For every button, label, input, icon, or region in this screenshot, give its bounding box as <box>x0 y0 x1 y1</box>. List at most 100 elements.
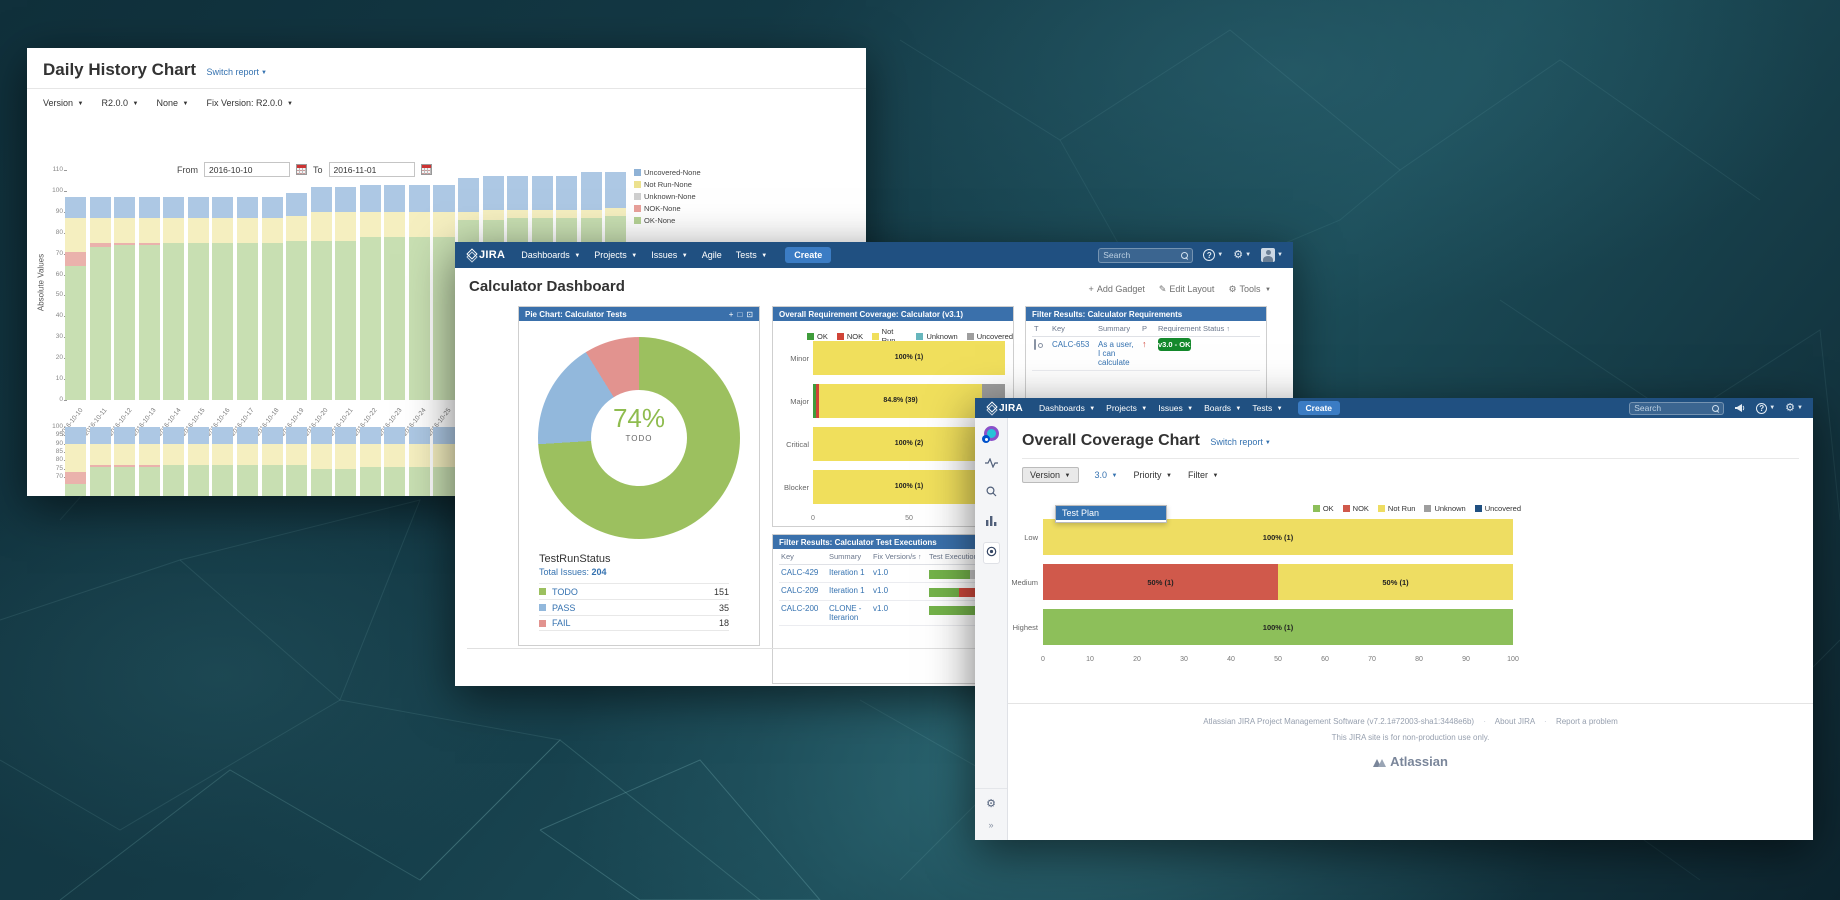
bar-segment <box>815 384 820 418</box>
nav-projects[interactable]: Projects ▼ <box>1106 403 1148 413</box>
issue-summary-link[interactable]: Iteration 1 <box>829 586 865 595</box>
bar-segment <box>89 247 111 400</box>
issue-key-link[interactable]: CALC-200 <box>781 604 819 613</box>
bar-chart-icon[interactable] <box>985 513 997 531</box>
search-input[interactable] <box>1103 250 1182 260</box>
none-filter-dropdown[interactable]: None ▼ <box>156 98 189 108</box>
issue-key-link[interactable]: CALC-429 <box>781 568 819 577</box>
bar-segment <box>65 251 87 267</box>
collapse-sidebar-icon[interactable]: » <box>988 820 994 830</box>
bar-segment <box>138 427 160 444</box>
add-gadget-button[interactable]: + Add Gadget <box>1088 284 1145 294</box>
y-axis-tick-label: 80 <box>43 229 67 236</box>
user-menu[interactable]: ▼ <box>1261 248 1283 262</box>
search-box[interactable] <box>1629 401 1725 415</box>
sorted-column-header[interactable]: Fix Version/s ↑ <box>873 552 922 561</box>
bar-segment <box>335 241 357 400</box>
page-title: Calculator Dashboard <box>469 278 625 295</box>
bar-value-label: 100% (1) <box>894 483 924 490</box>
sidebar-bottom: ⚙ » <box>975 788 1007 840</box>
create-button[interactable]: Create <box>785 247 832 263</box>
calendar-icon[interactable] <box>296 164 307 175</box>
search-box[interactable] <box>1098 247 1194 263</box>
fix-version-link[interactable]: v1.0 <box>873 568 889 577</box>
activity-icon[interactable] <box>984 455 998 473</box>
sorted-column-header[interactable]: Requirement Status ↑ <box>1158 324 1230 333</box>
issue-key-link[interactable]: CALC-209 <box>781 586 819 595</box>
version-value-dropdown[interactable]: 3.0 ▼ <box>1094 470 1118 480</box>
about-jira-link[interactable]: About JIRA <box>1494 717 1535 726</box>
bar-segment <box>163 218 185 244</box>
bar-value-label: 100% (1) <box>1262 623 1294 632</box>
nav-agile[interactable]: Agile <box>701 250 722 260</box>
total-issues: Total Issues: 204 <box>539 567 607 577</box>
release-filter-dropdown[interactable]: R2.0.0 ▼ <box>101 98 139 108</box>
legend-label: Uncovered <box>976 331 1013 341</box>
filter-dropdown[interactable]: Filter ▼ <box>1187 470 1219 480</box>
calendar-icon[interactable] <box>420 164 432 175</box>
version-filter-dropdown[interactable]: Version ▼ <box>43 98 84 108</box>
tools-dropdown[interactable]: ⚙ Tools ▼ <box>1228 284 1271 294</box>
status-label-link[interactable]: FAIL <box>552 618 571 628</box>
chevron-down-icon: ▼ <box>1797 405 1803 411</box>
issue-summary-link[interactable]: As a user, I can calculate <box>1098 340 1134 367</box>
settings-gear-icon[interactable]: ⚙ <box>986 798 996 810</box>
report-problem-link[interactable]: Report a problem <box>1555 717 1618 726</box>
nav-issues[interactable]: Issues ▼ <box>651 250 688 260</box>
maximize-gadget-icon[interactable]: □ <box>737 309 743 319</box>
y-axis-tick-label: 75 <box>43 465 67 472</box>
dashboard-header: Calculator Dashboard + Add Gadget ✎ Edit L… <box>455 268 1293 295</box>
legend-color-swatch <box>1474 505 1482 512</box>
jira-logo[interactable]: JIRA <box>985 403 1023 414</box>
fix-version-filter-dropdown[interactable]: Fix Version: R2.0.0 ▼ <box>206 98 293 108</box>
nav-projects[interactable]: Projects ▼ <box>594 250 638 260</box>
create-button[interactable]: Create <box>1297 401 1341 415</box>
feedback-button[interactable] <box>1734 403 1746 413</box>
minimize-gadget-icon[interactable]: ⊡ <box>746 309 753 319</box>
coverage-report-icon[interactable] <box>982 542 1000 564</box>
fix-version-link[interactable]: v1.0 <box>873 586 889 595</box>
nav-boards[interactable]: Boards ▼ <box>1204 403 1242 413</box>
to-date-input[interactable] <box>328 162 415 177</box>
switch-report-link[interactable]: Switch report ▼ <box>1210 437 1271 447</box>
from-date-input[interactable] <box>204 162 290 177</box>
nav-tests[interactable]: Tests ▼ <box>1252 403 1283 413</box>
switch-report-link[interactable]: Switch report ▼ <box>206 67 267 77</box>
jira-navbar: JIRA Dashboards ▼ Projects ▼ Issues ▼ Bo… <box>975 398 1813 418</box>
bar-segment <box>408 184 430 212</box>
status-label-link[interactable]: TODO <box>552 586 578 597</box>
admin-menu[interactable]: ⚙ ▼ <box>1233 249 1251 261</box>
status-label-link[interactable]: PASS <box>552 602 576 613</box>
total-issues-value[interactable]: 204 <box>591 567 607 577</box>
nav-issues[interactable]: Issues ▼ <box>1158 403 1194 413</box>
nav-dashboards[interactable]: Dashboards ▼ <box>521 250 581 260</box>
fix-version-link[interactable]: v1.0 <box>873 604 889 613</box>
nav-dashboards[interactable]: Dashboards ▼ <box>1038 403 1096 413</box>
legend-item: Uncovered-None <box>634 168 701 177</box>
dropdown-item-test-plan[interactable]: Test Plan <box>1056 506 1166 520</box>
admin-menu[interactable]: ⚙ ▼ <box>1785 402 1803 414</box>
edit-layout-button[interactable]: ✎ Edit Layout <box>1158 284 1215 294</box>
search-icon[interactable] <box>985 484 997 502</box>
issue-summary-link[interactable]: Iteration 1 <box>829 568 865 577</box>
jira-logo[interactable]: JIRA <box>465 249 505 261</box>
pie-center-status: TODO <box>625 434 653 443</box>
bar-segment <box>359 184 381 212</box>
search-input[interactable] <box>1634 403 1713 413</box>
version-dropdown-button[interactable]: Version ▼ <box>1022 467 1079 483</box>
xporter-app-icon[interactable] <box>982 426 1000 444</box>
bar-segment <box>433 184 455 212</box>
issue-summary-link[interactable]: CLONE - Iterarion <box>829 604 862 622</box>
drag-gadget-icon[interactable]: + <box>728 309 734 319</box>
pie-legend-row: FAIL 18 <box>539 615 729 631</box>
bar-segment <box>813 427 1005 461</box>
help-menu[interactable]: ? ▼ <box>1756 402 1775 414</box>
priority-dropdown[interactable]: Priority ▼ <box>1133 470 1172 480</box>
issue-key-link[interactable]: CALC-653 <box>1052 340 1090 349</box>
help-menu[interactable]: ? ▼ <box>1203 249 1223 261</box>
legend-label: NOK-None <box>644 204 681 213</box>
legend-color-swatch <box>1424 505 1432 512</box>
bar-segment <box>212 218 234 244</box>
nav-tests[interactable]: Tests ▼ <box>735 250 768 260</box>
